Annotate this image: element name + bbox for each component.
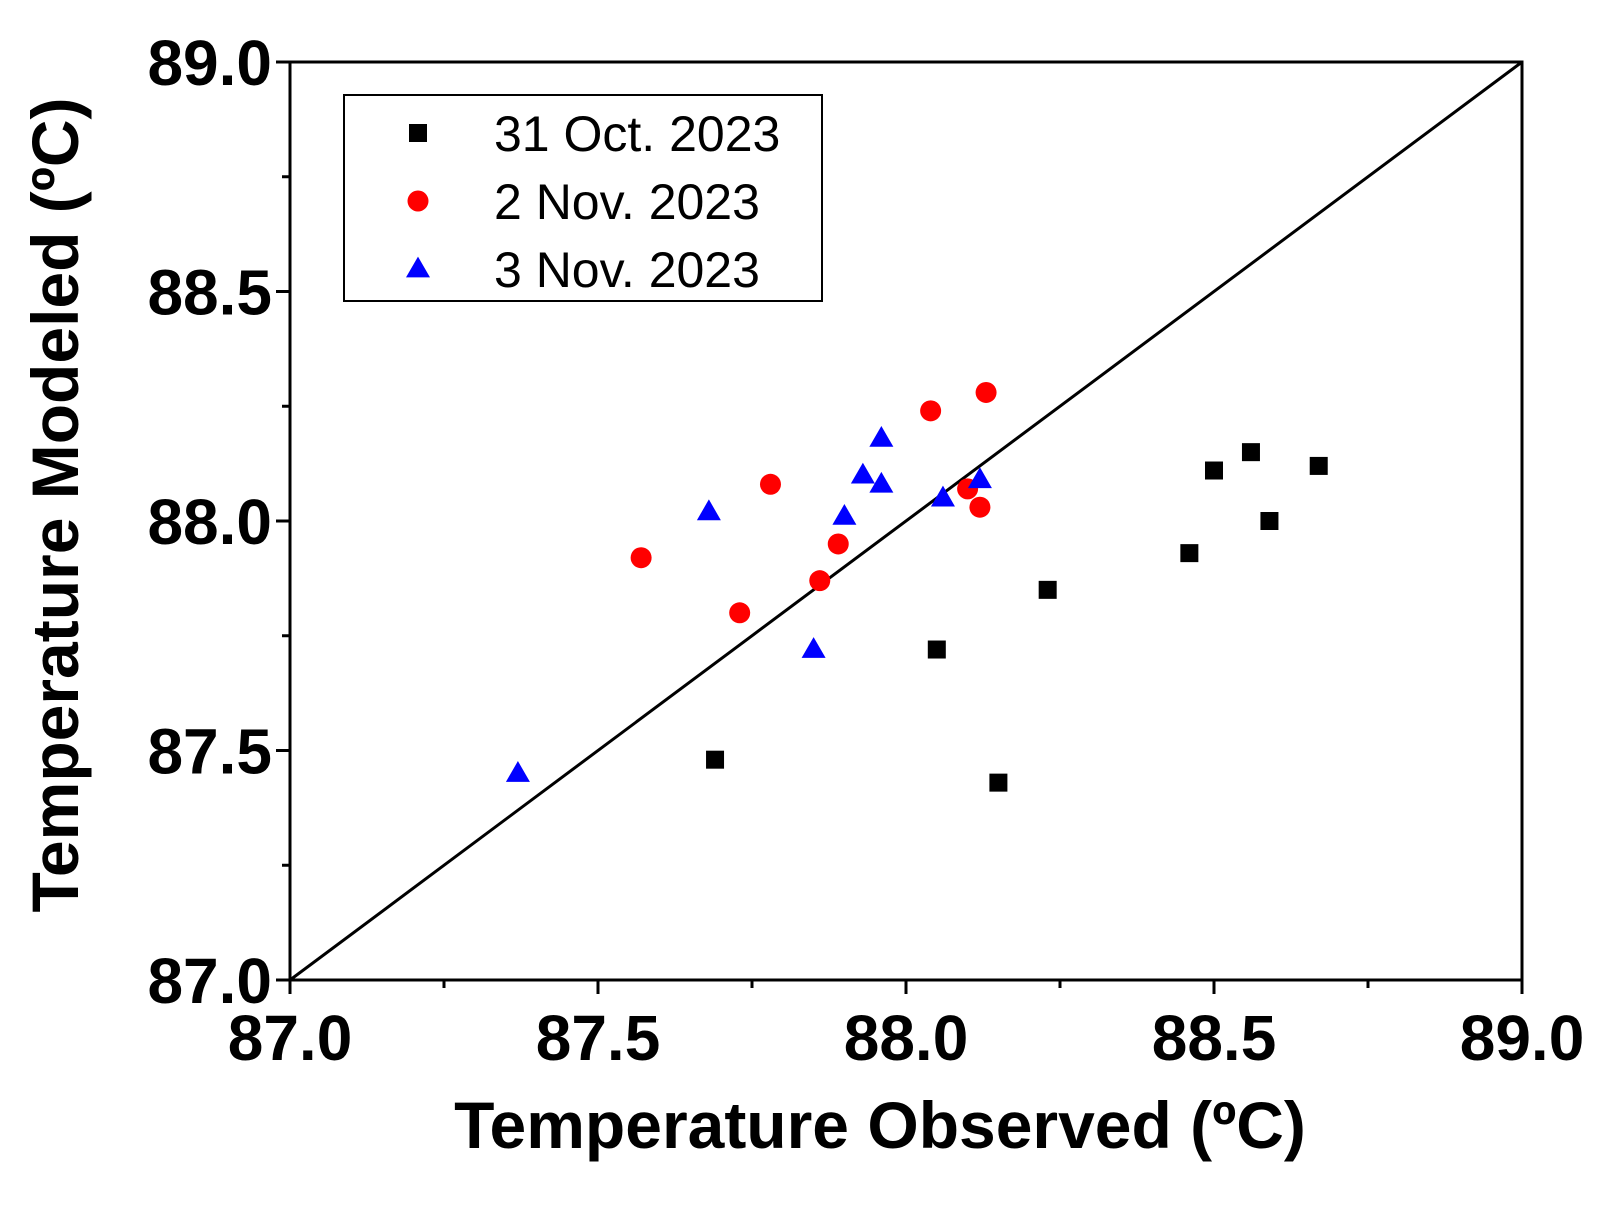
legend-item: 2 Nov. 2023 [407, 174, 760, 230]
x-axis-title: Temperature Observed (ºC) [454, 1088, 1306, 1162]
legend-label: 2 Nov. 2023 [494, 174, 760, 230]
x-tick-label: 87.0 [228, 1002, 353, 1074]
legend-label: 31 Oct. 2023 [494, 106, 780, 162]
triangle-data-point [832, 504, 857, 525]
square-data-point [1038, 580, 1057, 599]
circle-data-point [920, 400, 942, 422]
x-tick-label: 88.0 [844, 1002, 969, 1074]
circle-data-point [809, 570, 831, 592]
circle-data-point [827, 533, 849, 555]
triangle-data-point [967, 467, 992, 489]
series-1 [706, 443, 1328, 792]
legend-label: 3 Nov. 2023 [494, 242, 760, 298]
legend-item: 31 Oct. 2023 [409, 106, 780, 162]
square-data-point [1180, 544, 1199, 563]
legend: 31 Oct. 2023 2 Nov. 2023 3 Nov. 2023 [343, 94, 823, 302]
legend-item: 3 Nov. 2023 [406, 242, 760, 298]
axis-ticks: 87.0 87.5 88.0 88.5 89.0 87.0 87.5 88.0 88.5 89.0 [147, 27, 1584, 1074]
circle-data-point [729, 602, 751, 624]
y-tick-label: 89.0 [147, 27, 272, 99]
y-tick-label: 87.0 [147, 945, 272, 1017]
square-data-point [1260, 512, 1279, 530]
square-data-point [927, 640, 946, 659]
square-data-point [1205, 461, 1223, 480]
legend-marker [406, 256, 430, 278]
series-3 [505, 425, 992, 782]
triangle-data-point [869, 471, 894, 493]
triangle-data-point [869, 425, 894, 447]
square-data-point [706, 750, 725, 769]
triangle-data-point [930, 485, 955, 507]
square-data-point [989, 773, 1008, 792]
y-tick-label: 87.5 [147, 716, 272, 788]
circle-data-point [759, 473, 781, 495]
x-tick-label: 88.5 [1152, 1002, 1277, 1074]
square-data-point [1309, 456, 1328, 475]
circle-data-point [630, 547, 652, 569]
circle-data-point [975, 381, 997, 403]
triangle-data-point [505, 761, 530, 782]
square-data-point [1241, 443, 1260, 462]
triangle-data-point [696, 499, 721, 521]
legend-marker [409, 124, 427, 142]
series-2 [630, 381, 997, 624]
x-tick-label: 87.5 [536, 1002, 661, 1074]
triangle-data-point [850, 462, 875, 484]
y-tick-label: 88.5 [147, 257, 272, 329]
reference-line-1-1 [289, 60, 1523, 982]
plot-area [289, 60, 1523, 982]
triangle-data-point [801, 637, 826, 658]
x-tick-label: 89.0 [1460, 1002, 1585, 1074]
y-tick-label: 88.0 [147, 486, 272, 558]
legend-marker [407, 190, 429, 212]
y-axis-title: Temperature Modeled (ºC) [18, 98, 92, 913]
circle-data-point [969, 496, 991, 518]
